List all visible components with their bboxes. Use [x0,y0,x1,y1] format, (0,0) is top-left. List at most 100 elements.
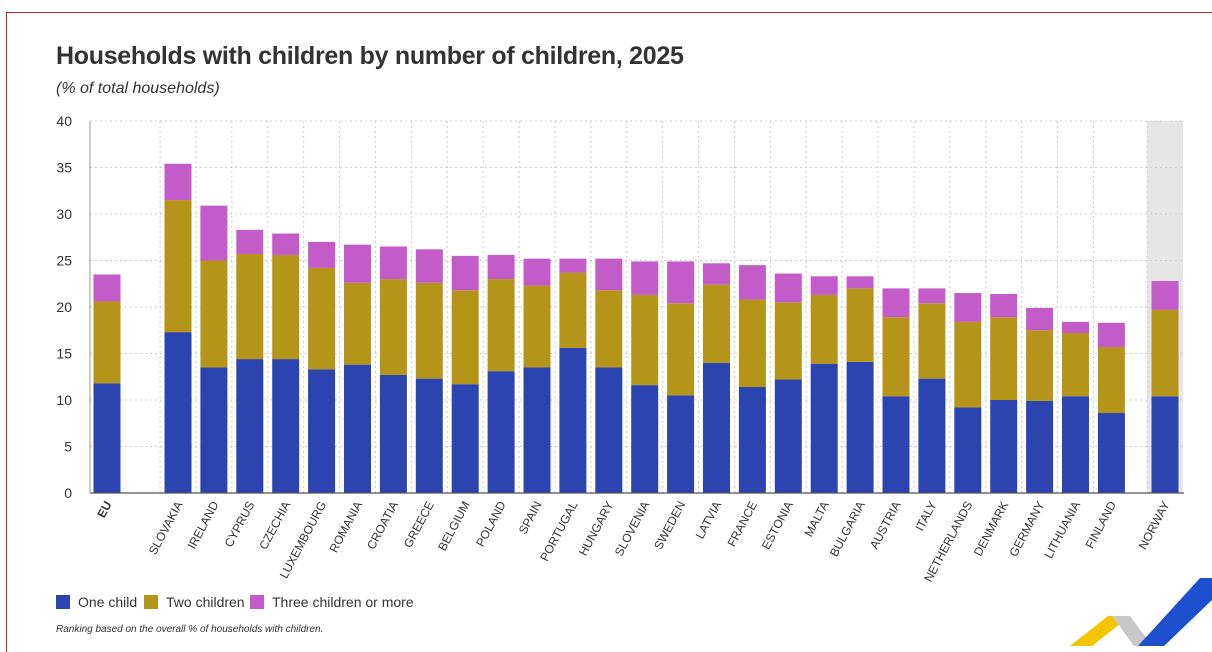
y-tick-label: 35 [56,160,72,176]
bar-slovenia-three-children [631,261,659,295]
bar-eu-two-children [93,301,121,384]
bar-croatia-three-children [379,246,407,280]
bar-luxembourg-one-child [308,369,336,493]
chart-subtitle: (% of total households) [56,80,220,97]
y-tick-label: 30 [56,206,72,222]
x-tick-label-italy: ITALY [912,499,939,533]
bar-estonia-one-child [774,379,802,493]
bar-norway-one-child [1151,396,1179,493]
bar-malta-one-child [810,363,838,493]
bar-slovenia-two-children [631,294,659,386]
bar-latvia-two-children [703,284,730,363]
bar-slovenia-one-child [631,385,659,493]
bar-hungary-one-child [595,367,623,493]
bar-cyprus-two-children [236,253,264,360]
bar-netherlands-three-children [954,293,982,322]
bar-portugal-three-children [559,258,587,273]
x-tick-label-slovakia: SLOVAKIA [146,499,186,557]
bar-portugal-two-children [559,272,587,348]
bar-croatia-one-child [379,374,407,493]
x-tick-label-finland: FINLAND [1083,499,1120,551]
bar-spain-two-children [523,285,551,368]
bar-malta-two-children [810,294,838,364]
bar-cyprus-three-children [236,229,264,254]
bar-italy-three-children [918,288,946,304]
x-tick-label-latvia: LATVIA [693,499,724,541]
x-tick-label-spain: SPAIN [516,499,545,537]
bar-france-two-children [738,299,766,387]
bar-portugal-one-child [559,347,587,493]
legend-swatch-two-children [144,595,158,609]
bar-luxembourg-two-children [308,267,336,370]
axes [89,121,1184,494]
legend-swatch-three-children [250,595,264,609]
bar-netherlands-two-children [954,321,982,408]
bar-greece-two-children [415,282,443,379]
bar-germany-two-children [1026,330,1054,401]
x-tick-label-slovenia: SLOVENIA [612,499,653,559]
bar-latvia-three-children [703,263,730,285]
x-tick-label-czechia: CZECHIA [256,499,293,552]
legend-swatch-one-child [56,595,70,609]
legend-label-two-children: Two children [166,594,245,610]
bar-france-one-child [738,386,766,493]
bar-france-three-children [738,265,766,300]
bar-germany-three-children [1026,307,1054,331]
bar-netherlands-one-child [954,407,982,493]
bar-ireland-three-children [200,205,228,261]
bar-slovakia-three-children [164,163,192,201]
bar-ireland-two-children [200,260,228,368]
bar-austria-three-children [882,288,910,318]
x-tick-label-germany: GERMANY [1006,499,1047,559]
x-tick-label-malta: MALTA [802,499,832,539]
y-tick-label: 5 [64,439,72,455]
bar-croatia-two-children [379,279,407,375]
bar-cyprus-one-child [236,359,264,493]
bar-romania-one-child [344,364,371,493]
bar-czechia-one-child [272,359,300,493]
y-tick-label: 40 [56,113,72,129]
bar-romania-three-children [344,244,371,283]
bar-lithuania-two-children [1062,333,1089,397]
y-tick-label: 10 [56,392,72,408]
x-tick-label-lithuania: LITHUANIA [1041,499,1083,561]
bar-germany-one-child [1026,400,1054,493]
bar-greece-one-child [415,378,443,493]
bar-spain-three-children [523,258,551,286]
bar-bulgaria-two-children [846,288,874,362]
bar-spain-one-child [523,367,551,493]
bar-finland-two-children [1097,346,1125,414]
bar-poland-one-child [487,371,515,493]
bar-slovakia-two-children [164,200,192,333]
chart-title: Households with children by number of ch… [56,42,684,70]
bar-bulgaria-three-children [846,276,874,289]
x-tick-label-romania: ROMANIA [326,499,365,555]
y-tick-label: 0 [64,485,72,501]
x-tick-label-hungary: HUNGARY [576,499,616,558]
x-tick-label-sweden: SWEDEN [651,499,688,552]
bar-belgium-one-child [451,384,479,493]
bar-belgium-three-children [451,255,479,291]
bar-finland-one-child [1097,413,1125,493]
x-tick-label-austria: AUSTRIA [867,499,904,551]
bar-ireland-one-child [200,367,228,493]
bar-malta-three-children [810,276,838,295]
bar-norway-three-children [1151,280,1179,310]
bar-poland-two-children [487,279,515,372]
bar-belgium-two-children [451,290,479,385]
x-tick-label-norway: NORWAY [1136,499,1173,552]
bar-austria-one-child [882,396,910,493]
bar-finland-three-children [1097,322,1125,347]
y-tick-label: 25 [56,253,72,269]
bar-italy-one-child [918,378,946,493]
bar-hungary-three-children [595,258,623,291]
x-tick-label-bulgaria: BULGARIA [827,499,868,559]
chart-frame [6,12,1212,652]
bar-austria-two-children [882,317,910,397]
footnote: Ranking based on the overall % of househ… [56,624,324,635]
y-tick-label: 20 [56,299,72,315]
x-tick-label-ireland: IRELAND [185,499,222,552]
bar-luxembourg-three-children [308,241,336,268]
bar-poland-three-children [487,254,515,280]
